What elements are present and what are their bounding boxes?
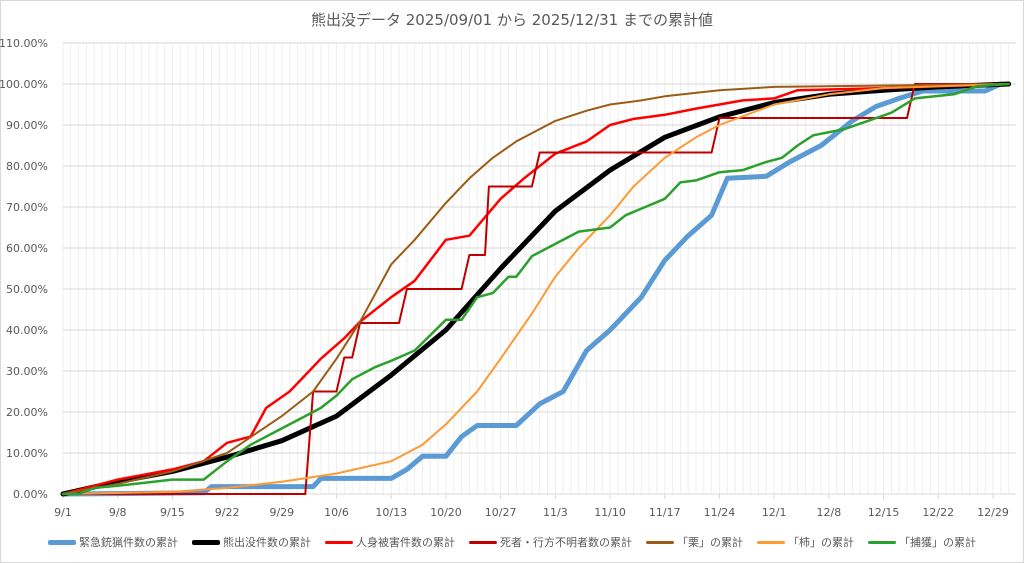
legend-swatch-icon (868, 540, 896, 544)
x-tick-label: 12/15 (868, 506, 900, 519)
legend-item: 緊急銃猟件数の累計 (48, 534, 178, 550)
y-tick-label: 30.00% (6, 365, 48, 378)
legend-swatch-icon (646, 540, 674, 544)
legend-label: 「栗」の累計 (677, 536, 743, 549)
legend-item: 人身被害件数の累計 (325, 534, 455, 550)
x-tick-label: 11/24 (704, 506, 736, 519)
x-tick-label: 11/17 (649, 506, 681, 519)
legend-swatch-icon (757, 540, 785, 544)
x-tick-label: 10/6 (324, 506, 349, 519)
x-tick-label: 12/8 (817, 506, 842, 519)
x-axis-ticks: 9/1 9/8 9/15 9/22 9/29 10/6 10/13 10/20 10/27 11/… (54, 494, 1009, 519)
legend-item: 死者・行方不明者数の累計 (469, 534, 632, 550)
x-tick-label: 9/22 (215, 506, 240, 519)
y-tick-label: 80.00% (6, 160, 48, 173)
series-line (62, 83, 1010, 495)
legend-swatch-icon (469, 540, 497, 544)
y-tick-label: 60.00% (6, 242, 48, 255)
x-tick-label: 11/10 (594, 506, 626, 519)
legend-label: 熊出没件数の累計 (223, 536, 311, 549)
series-line (62, 83, 1010, 495)
y-tick-label: 0.00% (13, 488, 48, 501)
legend-label: 緊急銃猟件数の累計 (79, 536, 178, 549)
y-axis-ticks: 0.00% 10.00% 20.00% 30.00% 40.00% 50.00% 60.00… (0, 37, 48, 501)
x-tick-label: 10/13 (375, 506, 407, 519)
legend-item: 「栗」の累計 (646, 534, 743, 550)
x-tick-label: 9/8 (109, 506, 127, 519)
chart-title: 熊出没データ 2025/09/01 から 2025/12/31 までの累計値 (311, 11, 713, 29)
legend-label: 死者・行方不明者数の累計 (500, 536, 632, 549)
legend-item: 「捕獲」の累計 (868, 534, 976, 550)
series-line (61, 82, 1010, 496)
x-tick-label: 9/29 (269, 506, 294, 519)
x-tick-label: 12/29 (977, 506, 1009, 519)
x-tick-label: 10/20 (430, 506, 462, 519)
series-lines (60, 81, 1012, 497)
legend-label: 人身被害件数の累計 (356, 536, 455, 549)
legend-item: 熊出没件数の累計 (192, 534, 311, 550)
x-tick-label: 12/1 (762, 506, 787, 519)
x-tick-label: 11/3 (543, 506, 568, 519)
series-line (62, 83, 1010, 495)
x-tick-label: 9/1 (54, 506, 72, 519)
y-tick-label: 110.00% (0, 37, 48, 50)
legend-swatch-icon (48, 539, 76, 545)
legend-label: 「捕獲」の累計 (899, 536, 976, 549)
y-tick-label: 90.00% (6, 119, 48, 132)
y-tick-label: 10.00% (6, 447, 48, 460)
legend-swatch-icon (192, 539, 220, 545)
legend-label: 「柿」の累計 (788, 536, 854, 549)
x-tick-label: 12/22 (922, 506, 954, 519)
x-tick-label: 9/15 (160, 506, 185, 519)
y-tick-label: 50.00% (6, 283, 48, 296)
y-tick-label: 40.00% (6, 324, 48, 337)
legend-item: 「柿」の累計 (757, 534, 854, 550)
series-line (61, 82, 1010, 496)
legend: 緊急銃猟件数の累計 熊出没件数の累計 人身被害件数の累計 死者・行方不明者数の累計 「栗… (0, 534, 1024, 550)
x-tick-label: 10/27 (485, 506, 517, 519)
y-tick-label: 70.00% (6, 201, 48, 214)
y-tick-label: 100.00% (0, 78, 48, 91)
legend-swatch-icon (325, 540, 353, 544)
y-tick-label: 20.00% (6, 406, 48, 419)
